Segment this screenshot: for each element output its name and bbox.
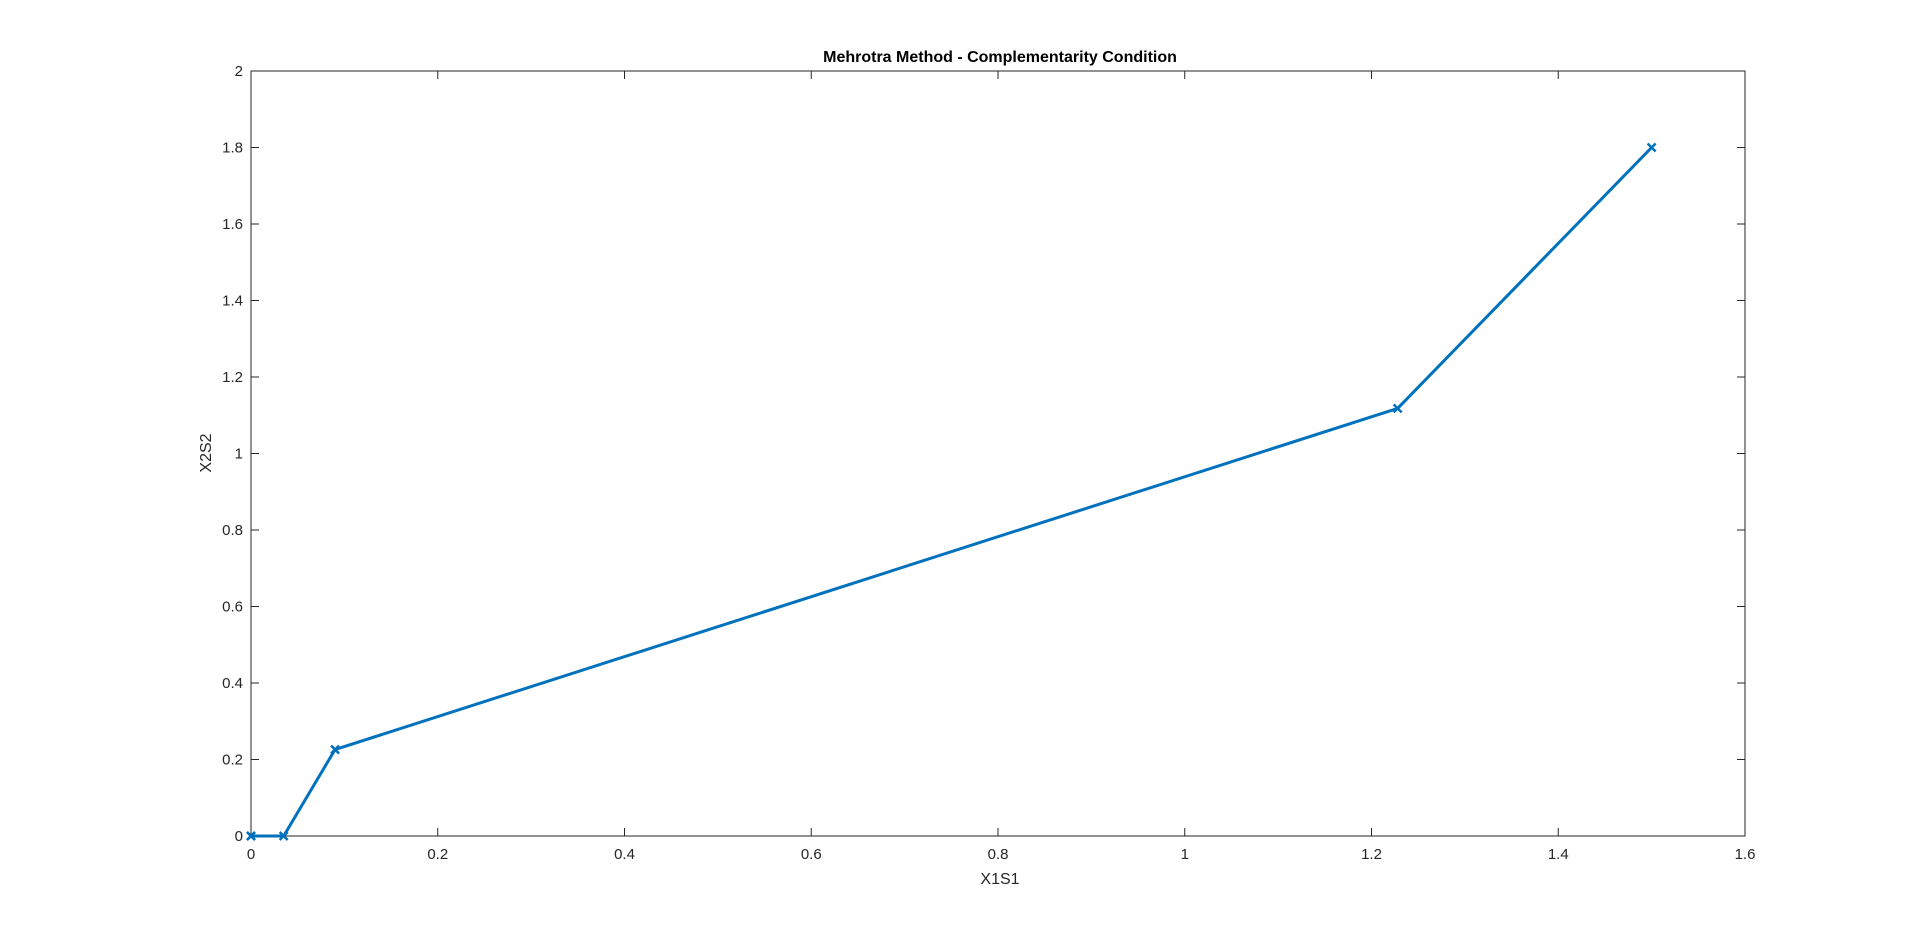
x-tick-label: 1.6	[1735, 846, 1756, 863]
y-tick-label: 0.4	[222, 675, 243, 692]
y-tick-label: 1	[235, 446, 243, 463]
x-axis-label: X1S1	[980, 871, 1019, 888]
data-point-marker	[330, 744, 340, 755]
y-tick-label: 0	[235, 828, 243, 845]
axes: 0 0.2 0.4 0.6 0.8 1 1.2 1.4 1.6 0 0.2 0.4 0.6 0.8 1 1.2…	[222, 63, 1755, 863]
data-point-marker	[278, 831, 289, 841]
y-tick-label: 1.8	[222, 140, 243, 157]
y-tick-label: 1.2	[222, 369, 243, 386]
x-tick-label: 1.2	[1361, 846, 1382, 863]
y-tick-label: 1.6	[222, 216, 243, 233]
x-tick-label: 1	[1181, 846, 1189, 863]
series-layer	[246, 142, 1657, 841]
y-tick-label: 0.6	[222, 599, 243, 616]
data-point-marker	[1646, 142, 1657, 153]
x-tick-label: 0.2	[427, 846, 448, 863]
y-tick-label: 0.8	[222, 522, 243, 539]
chart-title: Mehrotra Method - Complementarity Condit…	[823, 49, 1177, 66]
plot-area	[250, 70, 1746, 837]
y-tick-label: 2	[235, 63, 243, 80]
y-tick-label: 0.2	[222, 752, 243, 769]
y-axis-label: X2S2	[198, 433, 215, 472]
x-tick-label: 0.6	[801, 846, 822, 863]
data-point-marker	[1392, 403, 1403, 414]
y-tick-label: 1.4	[222, 293, 243, 310]
data-point-marker	[246, 831, 256, 841]
x-tick-label: 0.4	[614, 846, 635, 863]
x-tick-label: 0.8	[988, 846, 1009, 863]
x-tick-label: 0	[247, 846, 255, 863]
x-tick-label: 1.4	[1548, 846, 1569, 863]
